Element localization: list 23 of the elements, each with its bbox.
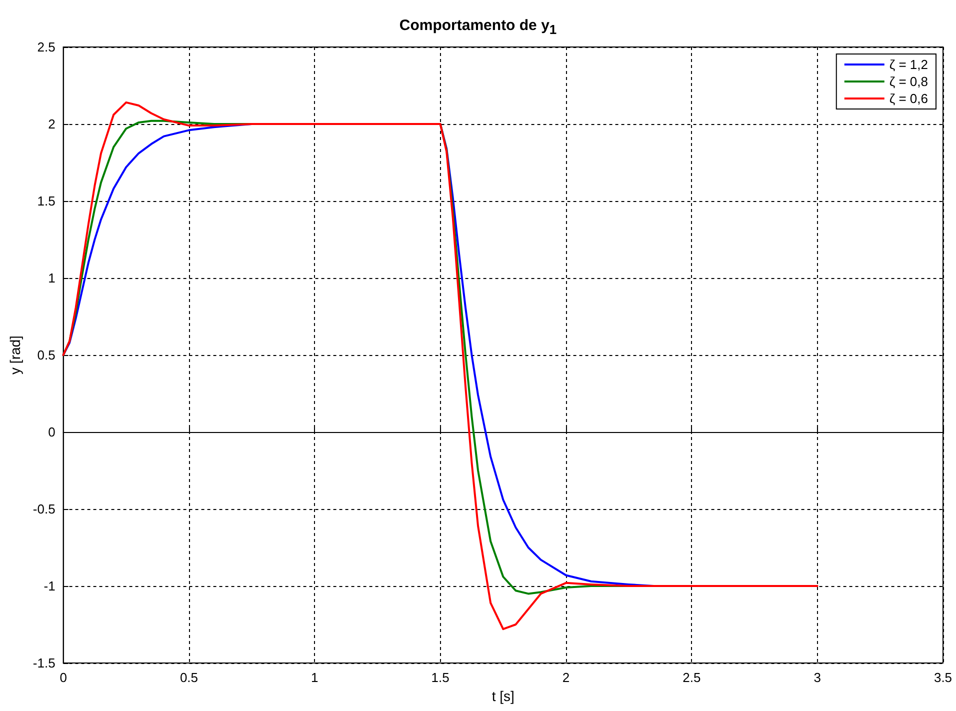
line-series — [62, 101, 818, 630]
y-tick-label: 0 — [48, 424, 56, 440]
legend-label: ζ = 0,8 — [889, 74, 928, 89]
x-tick-label: 3.5 — [934, 670, 952, 685]
y-axis-title: y [rad] — [7, 336, 23, 374]
legend-label: ζ = 1,2 — [889, 57, 928, 72]
y-tick-label: 1.5 — [37, 194, 56, 208]
x-tick-label: 2.5 — [682, 670, 701, 685]
x-tick-label: 3 — [814, 670, 821, 685]
y-tick-label: 0.5 — [37, 348, 56, 362]
x-tick-label: 0.5 — [180, 670, 198, 685]
y-tick-label: -0.5 — [32, 502, 56, 516]
y-tick-label: -1.5 — [32, 656, 56, 670]
y-tick-label: 2 — [48, 116, 56, 132]
x-tick-label: 0 — [60, 670, 67, 685]
y-tick-label: -1 — [44, 578, 56, 594]
x-tick-label: 2 — [562, 670, 570, 685]
x-tick-label: 1 — [311, 670, 318, 685]
legend-label: ζ = 0,6 — [889, 91, 928, 106]
x-axis-title: t [s] — [492, 688, 514, 704]
y-tick-label: 1 — [48, 270, 56, 286]
x-tick-label: 1.5 — [431, 670, 450, 685]
y-tick-label: 2.5 — [37, 40, 56, 54]
